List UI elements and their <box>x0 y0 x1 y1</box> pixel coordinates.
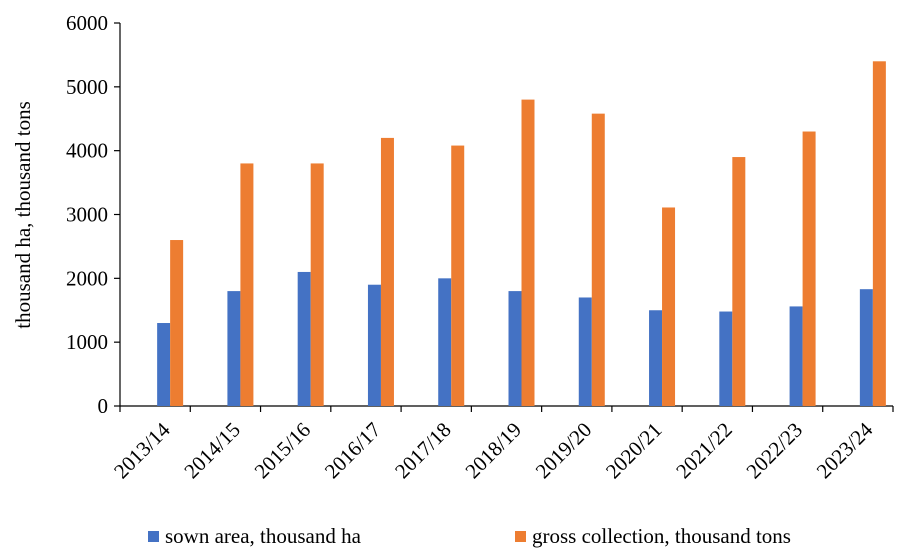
legend: sown area, thousand ha gross collection,… <box>0 524 902 548</box>
legend-label-gross-collection: gross collection, thousand tons <box>532 524 791 548</box>
bar-sown-area-2015-16 <box>297 271 311 406</box>
legend-item-gross-collection: gross collection, thousand tons <box>515 524 791 549</box>
x-tick-label: 2013/14 <box>109 417 175 483</box>
x-tick-label: 2017/18 <box>390 418 456 484</box>
x-tick-label: 2015/16 <box>250 418 316 484</box>
bar-gross-collection-2020-21 <box>662 207 676 406</box>
bar-gross-collection-2021-22 <box>732 157 746 406</box>
bar-sown-area-2014-15 <box>227 291 241 406</box>
x-tick-label: 2016/17 <box>320 418 386 484</box>
bar-sown-area-2022-23 <box>789 306 803 406</box>
bar-gross-collection-2019-20 <box>591 113 605 406</box>
bars <box>157 61 886 407</box>
x-tick-label: 2022/23 <box>741 418 807 484</box>
bar-gross-collection-2018-19 <box>521 99 535 406</box>
bar-sown-area-2020-21 <box>649 310 663 406</box>
bar-sown-area-2017-18 <box>438 278 452 406</box>
bar-sown-area-2023-24 <box>859 289 873 406</box>
x-tick-label: 2021/22 <box>671 418 737 484</box>
bar-gross-collection-2015-16 <box>310 163 324 406</box>
legend-item-sown-area: sown area, thousand ha <box>148 524 361 549</box>
y-tick-label: 5000 <box>66 75 108 99</box>
bar-gross-collection-2023-24 <box>872 61 886 407</box>
x-tick-label: 2014/15 <box>179 418 245 484</box>
bar-sown-area-2016-17 <box>367 284 381 406</box>
bar-sown-area-2018-19 <box>508 291 522 406</box>
bar-gross-collection-2014-15 <box>240 163 254 406</box>
legend-label-sown-area: sown area, thousand ha <box>165 524 361 548</box>
y-tick-label: 3000 <box>66 203 108 227</box>
y-tick-label: 0 <box>98 394 109 418</box>
bar-gross-collection-2016-17 <box>380 137 394 406</box>
bar-gross-collection-2022-23 <box>802 131 816 406</box>
x-tick-label: 2023/24 <box>812 417 878 483</box>
legend-swatch-gross-collection <box>515 531 526 542</box>
x-tick-label: 2019/20 <box>531 418 597 484</box>
bar-gross-collection-2013-14 <box>170 240 184 406</box>
y-tick-label: 1000 <box>66 330 108 354</box>
bar-sown-area-2013-14 <box>157 323 171 406</box>
x-tick-label: 2020/21 <box>601 418 667 484</box>
bar-sown-area-2021-22 <box>719 311 733 406</box>
x-tick-label: 2018/19 <box>460 418 526 484</box>
y-tick-label: 2000 <box>66 266 108 290</box>
y-axis-label: thousand ha, thousand tons <box>11 101 35 328</box>
bar-gross-collection-2017-18 <box>451 145 465 406</box>
bar-sown-area-2019-20 <box>578 297 592 406</box>
legend-swatch-sown-area <box>148 531 159 542</box>
y-tick-label: 4000 <box>66 139 108 163</box>
y-tick-label: 6000 <box>66 11 108 35</box>
